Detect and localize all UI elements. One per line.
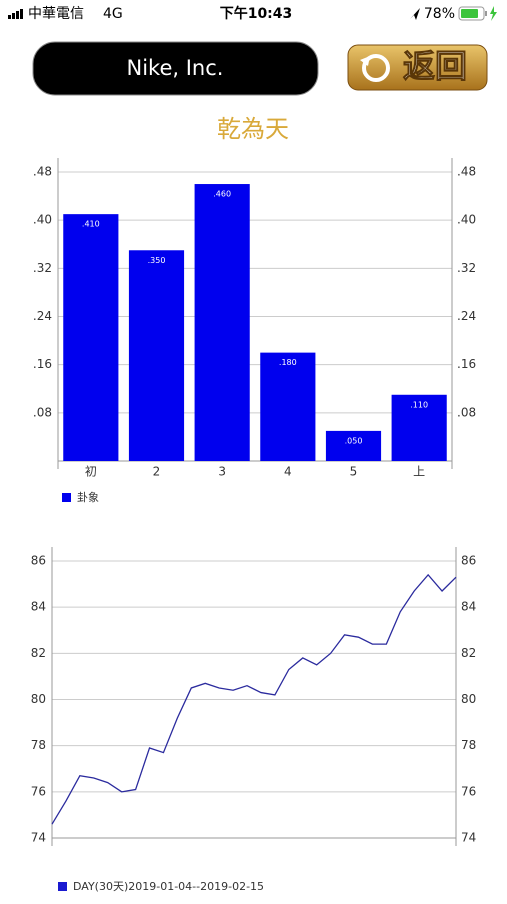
- header-title: Nike, Inc.: [127, 56, 224, 80]
- bar: [63, 214, 119, 461]
- bar: [128, 250, 185, 461]
- line-series: [51, 573, 457, 825]
- y-tick-label: .16: [33, 357, 52, 371]
- y2-tick-label: 84: [461, 600, 476, 614]
- network: 4G: [103, 6, 123, 22]
- back-arrow: [360, 56, 370, 66]
- value-label: .180: [279, 358, 297, 367]
- y-tick-label: 82: [31, 646, 46, 660]
- y2-tick-label: .08: [457, 405, 476, 419]
- carrier: 中華電信: [28, 6, 84, 22]
- legend-swatch: [58, 882, 67, 891]
- y-tick-label: .40: [33, 213, 52, 227]
- value-label: .050: [345, 436, 363, 445]
- x-tick-label: 上: [413, 465, 425, 479]
- y-tick-label: .24: [33, 309, 52, 323]
- battery-icon: [458, 6, 497, 21]
- x-tick-label: 初: [85, 465, 97, 479]
- y-tick-label: 86: [31, 554, 46, 568]
- y-tick-label: 76: [31, 784, 46, 798]
- time: 下午10:43: [220, 5, 293, 22]
- bar: [194, 184, 250, 461]
- value-label: .410: [82, 220, 100, 229]
- bar: [325, 430, 382, 461]
- chart-title: 乾為天: [217, 115, 289, 143]
- back-button[interactable]: 返回: [347, 44, 488, 91]
- legend-swatch: [62, 493, 71, 502]
- x-tick-label: 4: [284, 465, 292, 479]
- back-icon: [362, 54, 390, 82]
- y2-tick-label: 82: [461, 646, 476, 660]
- title-pill: [32, 41, 319, 96]
- y2-tick-label: 80: [461, 692, 476, 706]
- y2-tick-label: 78: [461, 738, 476, 752]
- legend-label: 卦象: [77, 490, 99, 504]
- y-tick-label: .08: [33, 405, 52, 419]
- y2-tick-label: 76: [461, 784, 476, 798]
- y-tick-label: 74: [31, 831, 46, 845]
- y2-tick-label: .16: [457, 357, 476, 371]
- battery-text: 78%: [424, 6, 455, 22]
- x-tick-label: 2: [153, 465, 161, 479]
- y2-tick-label: .48: [457, 165, 476, 179]
- location-icon: [410, 8, 420, 20]
- y2-tick-label: .32: [457, 261, 476, 275]
- y-tick-label: 80: [31, 692, 46, 706]
- y2-tick-label: .24: [457, 309, 476, 323]
- value-label: .350: [148, 256, 166, 265]
- x-tick-label: 3: [218, 465, 226, 479]
- y2-tick-label: 86: [461, 554, 476, 568]
- y-tick-label: 84: [31, 600, 46, 614]
- legend-label: DAY(30天)2019-01-04--2019-02-15: [73, 880, 264, 893]
- y-tick-label: 78: [31, 738, 46, 752]
- y2-tick-label: 74: [461, 831, 476, 845]
- bar: [391, 394, 447, 461]
- back-label[interactable]: 返回: [402, 47, 467, 86]
- y-tick-label: .48: [33, 165, 52, 179]
- value-label: .110: [410, 400, 428, 409]
- bar: [260, 352, 316, 461]
- y2-tick-label: .40: [457, 213, 476, 227]
- value-label: .460: [213, 190, 231, 199]
- x-tick-label: 5: [350, 465, 358, 479]
- y-tick-label: .32: [33, 261, 52, 275]
- signal-icon: [8, 9, 23, 19]
